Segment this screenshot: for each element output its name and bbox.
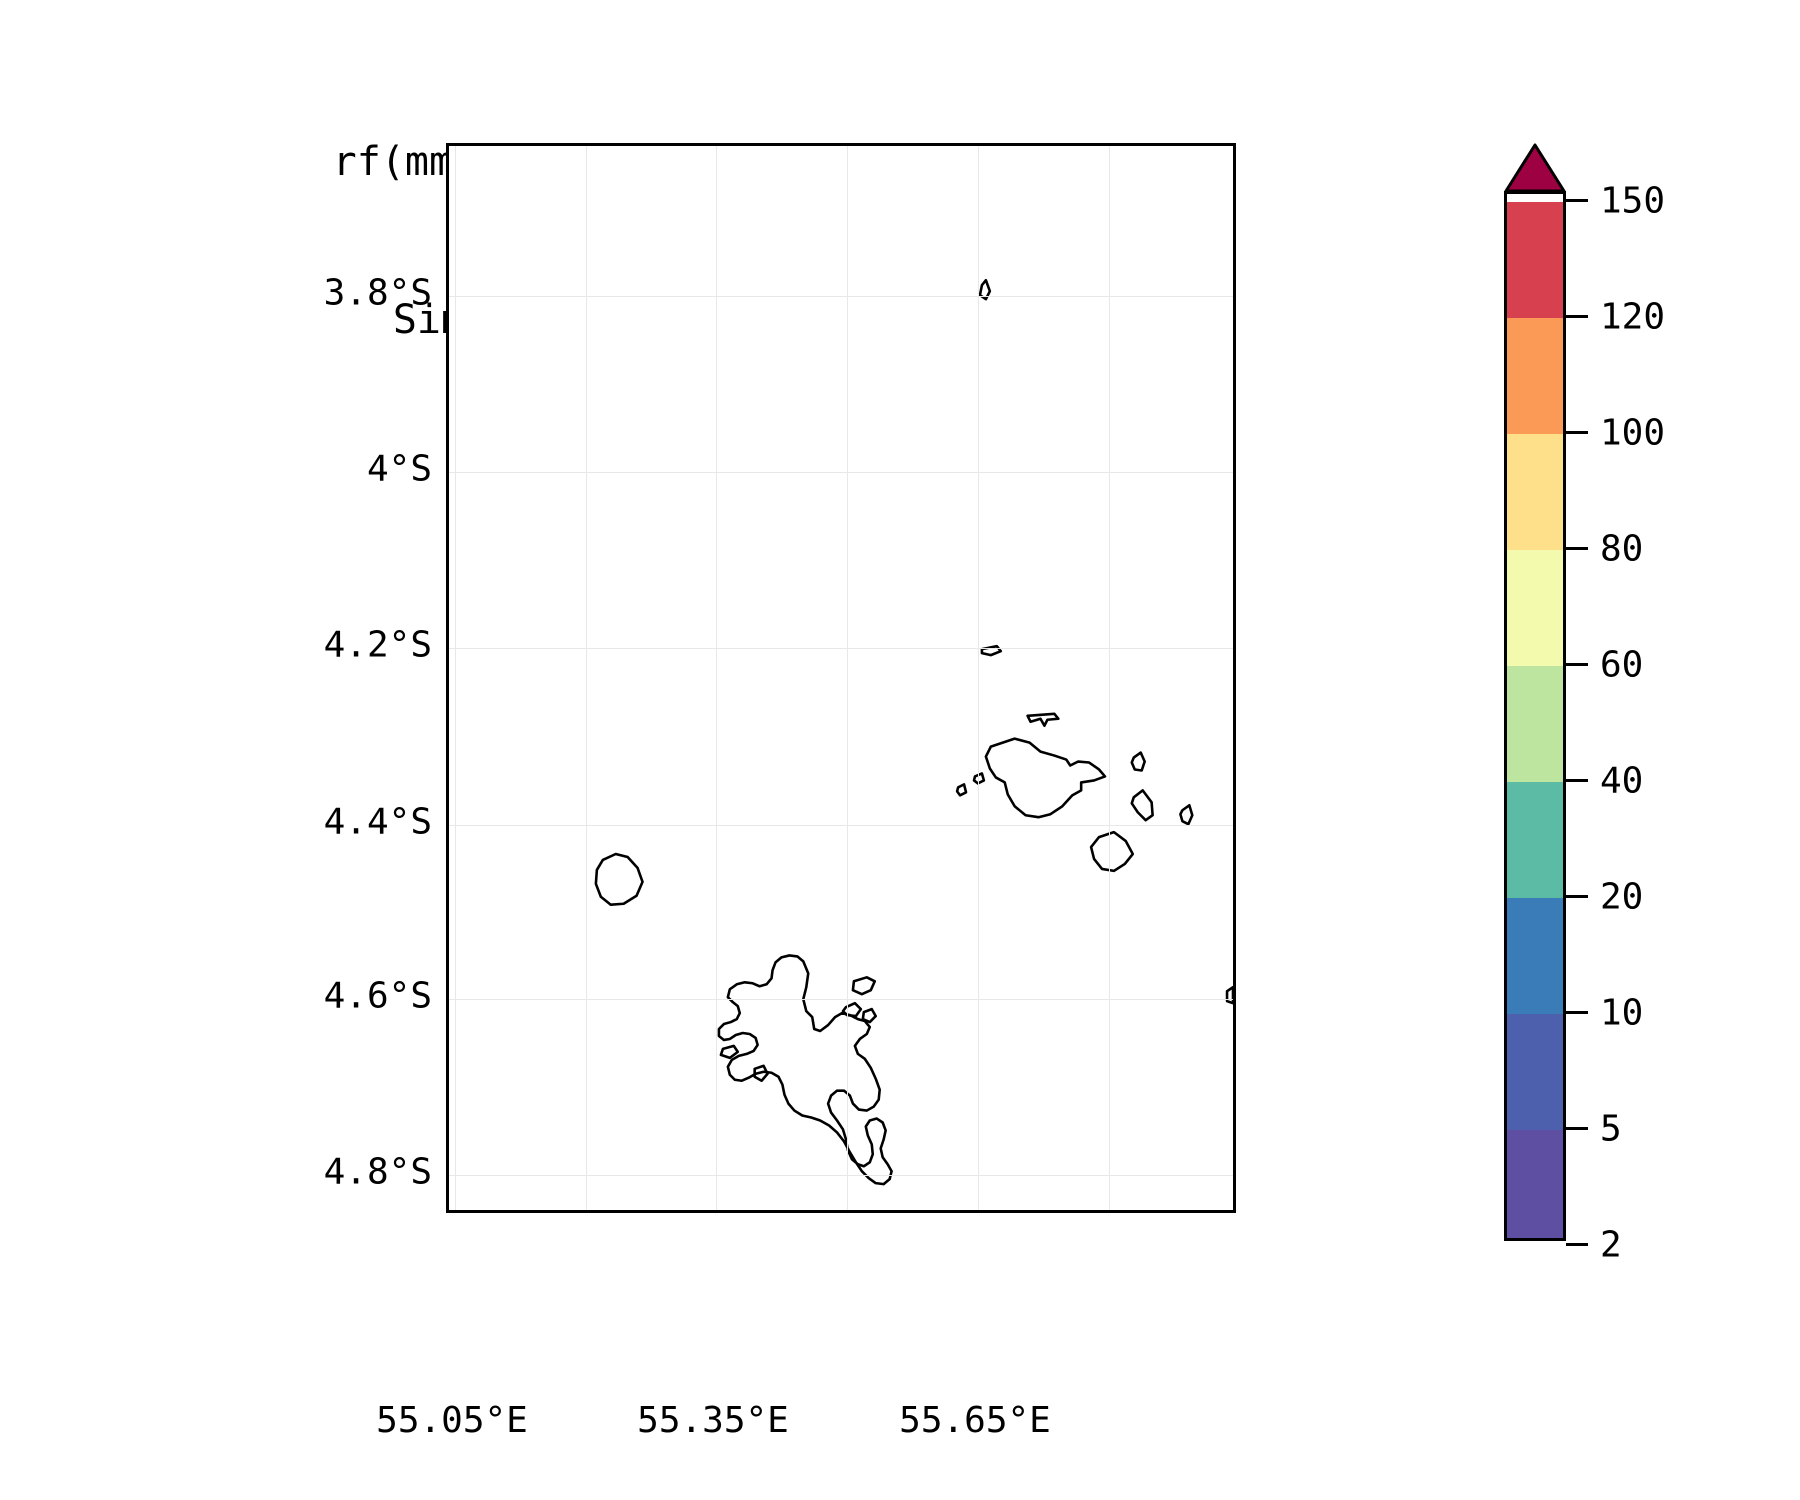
- colorbar-tick-20: [1566, 895, 1588, 898]
- colorbar-tick-60: [1566, 663, 1588, 666]
- gridline-vertical: [586, 146, 587, 1210]
- latitude-tick-2: 4.2°S: [323, 624, 432, 666]
- colorbar-tick-2: [1566, 1243, 1588, 1246]
- colorbar-label-20: 20: [1600, 876, 1644, 918]
- colorbar-segment-2-5: [1507, 1130, 1563, 1238]
- islet-therese: [719, 1044, 740, 1060]
- colorbar-label-120: 120: [1600, 296, 1666, 338]
- gridline-horizontal: [449, 648, 1233, 649]
- longitude-tick-0: 55.05°E: [376, 1400, 528, 1441]
- gridline-horizontal: [449, 296, 1233, 297]
- colorbar-segment-5-10: [1507, 1014, 1563, 1130]
- colorbar-tick-5: [1566, 1127, 1588, 1130]
- longitude-tick-2: 55.65°E: [899, 1400, 1051, 1441]
- gridline-vertical: [1109, 146, 1110, 1210]
- colorbar-label-150: 150: [1600, 180, 1666, 222]
- colorbar-label-60: 60: [1600, 644, 1644, 686]
- island-praslin: [984, 737, 1107, 819]
- island-curieuse: [1026, 712, 1060, 728]
- islet-frame-east: [1225, 985, 1233, 1005]
- colorbar-segment-120-150: [1507, 202, 1563, 318]
- gridline-horizontal: [449, 999, 1233, 1000]
- colorbar-tick-40: [1566, 779, 1588, 782]
- colorbar-label-80: 80: [1600, 528, 1644, 570]
- latitude-tick-3: 4.4°S: [323, 801, 432, 843]
- gridline-vertical: [978, 146, 979, 1210]
- gridline-vertical: [847, 146, 848, 1210]
- colorbar-tick-10: [1566, 1011, 1588, 1014]
- colorbar-tick-100: [1566, 431, 1588, 434]
- colorbar-segment-10-20: [1507, 898, 1563, 1014]
- latitude-tick-1: 4°S: [366, 448, 432, 490]
- island-marianne: [1089, 830, 1135, 873]
- islet-east-1: [1179, 803, 1194, 826]
- islet-north-1: [980, 644, 1003, 657]
- islet-mahe-east-1: [841, 1001, 863, 1018]
- colorbar-label-2: 2: [1600, 1224, 1622, 1266]
- colorbar-segment-20-40: [1507, 782, 1563, 898]
- island-sainte-anne: [851, 976, 877, 996]
- latitude-tick-5: 4.8°S: [323, 1151, 432, 1193]
- island-la-digue: [1130, 789, 1154, 822]
- colorbar: 150 120 100 80 60 40 20 10 5 2: [1504, 143, 1665, 1266]
- gridline-vertical: [455, 146, 456, 1210]
- gridline-vertical: [716, 146, 717, 1210]
- colorbar-extend-arrow: [1504, 143, 1566, 193]
- island-felicite: [1130, 751, 1146, 772]
- longitude-tick-1: 55.35°E: [637, 1400, 789, 1441]
- latitude-tick-4: 4.6°S: [323, 975, 432, 1017]
- colorbar-segment-100-120: [1507, 318, 1563, 434]
- colorbar-segment-40-60: [1507, 666, 1563, 782]
- islet-praslin-west-1: [972, 772, 986, 785]
- colorbar-label-10: 10: [1600, 992, 1644, 1034]
- colorbar-tick-150: [1566, 199, 1588, 202]
- gridline-horizontal: [449, 1175, 1233, 1176]
- colorbar-tick-80: [1566, 547, 1588, 550]
- colorbar-gradient: [1504, 191, 1566, 1241]
- island-mahe: [717, 954, 893, 1186]
- latitude-tick-0: 3.8°S: [323, 272, 432, 314]
- gridline-horizontal: [449, 825, 1233, 826]
- map-plot-area: [449, 146, 1233, 1210]
- gridline-horizontal: [449, 472, 1233, 473]
- colorbar-label-100: 100: [1600, 412, 1666, 454]
- map-axes: [446, 143, 1236, 1213]
- colorbar-segment-60-80: [1507, 550, 1563, 666]
- colorbar-tick-120: [1566, 315, 1588, 318]
- islet-mahe-west-1: [753, 1064, 769, 1083]
- islet-mahe-east-2: [861, 1007, 878, 1024]
- island-bird: [978, 278, 992, 301]
- colorbar-label-40: 40: [1600, 760, 1644, 802]
- island-silhouette: [594, 852, 644, 907]
- islet-praslin-west-2: [955, 783, 968, 797]
- colorbar-segment-80-100: [1507, 434, 1563, 550]
- colorbar-label-5: 5: [1600, 1108, 1622, 1150]
- coastline-layer: [594, 278, 1233, 1186]
